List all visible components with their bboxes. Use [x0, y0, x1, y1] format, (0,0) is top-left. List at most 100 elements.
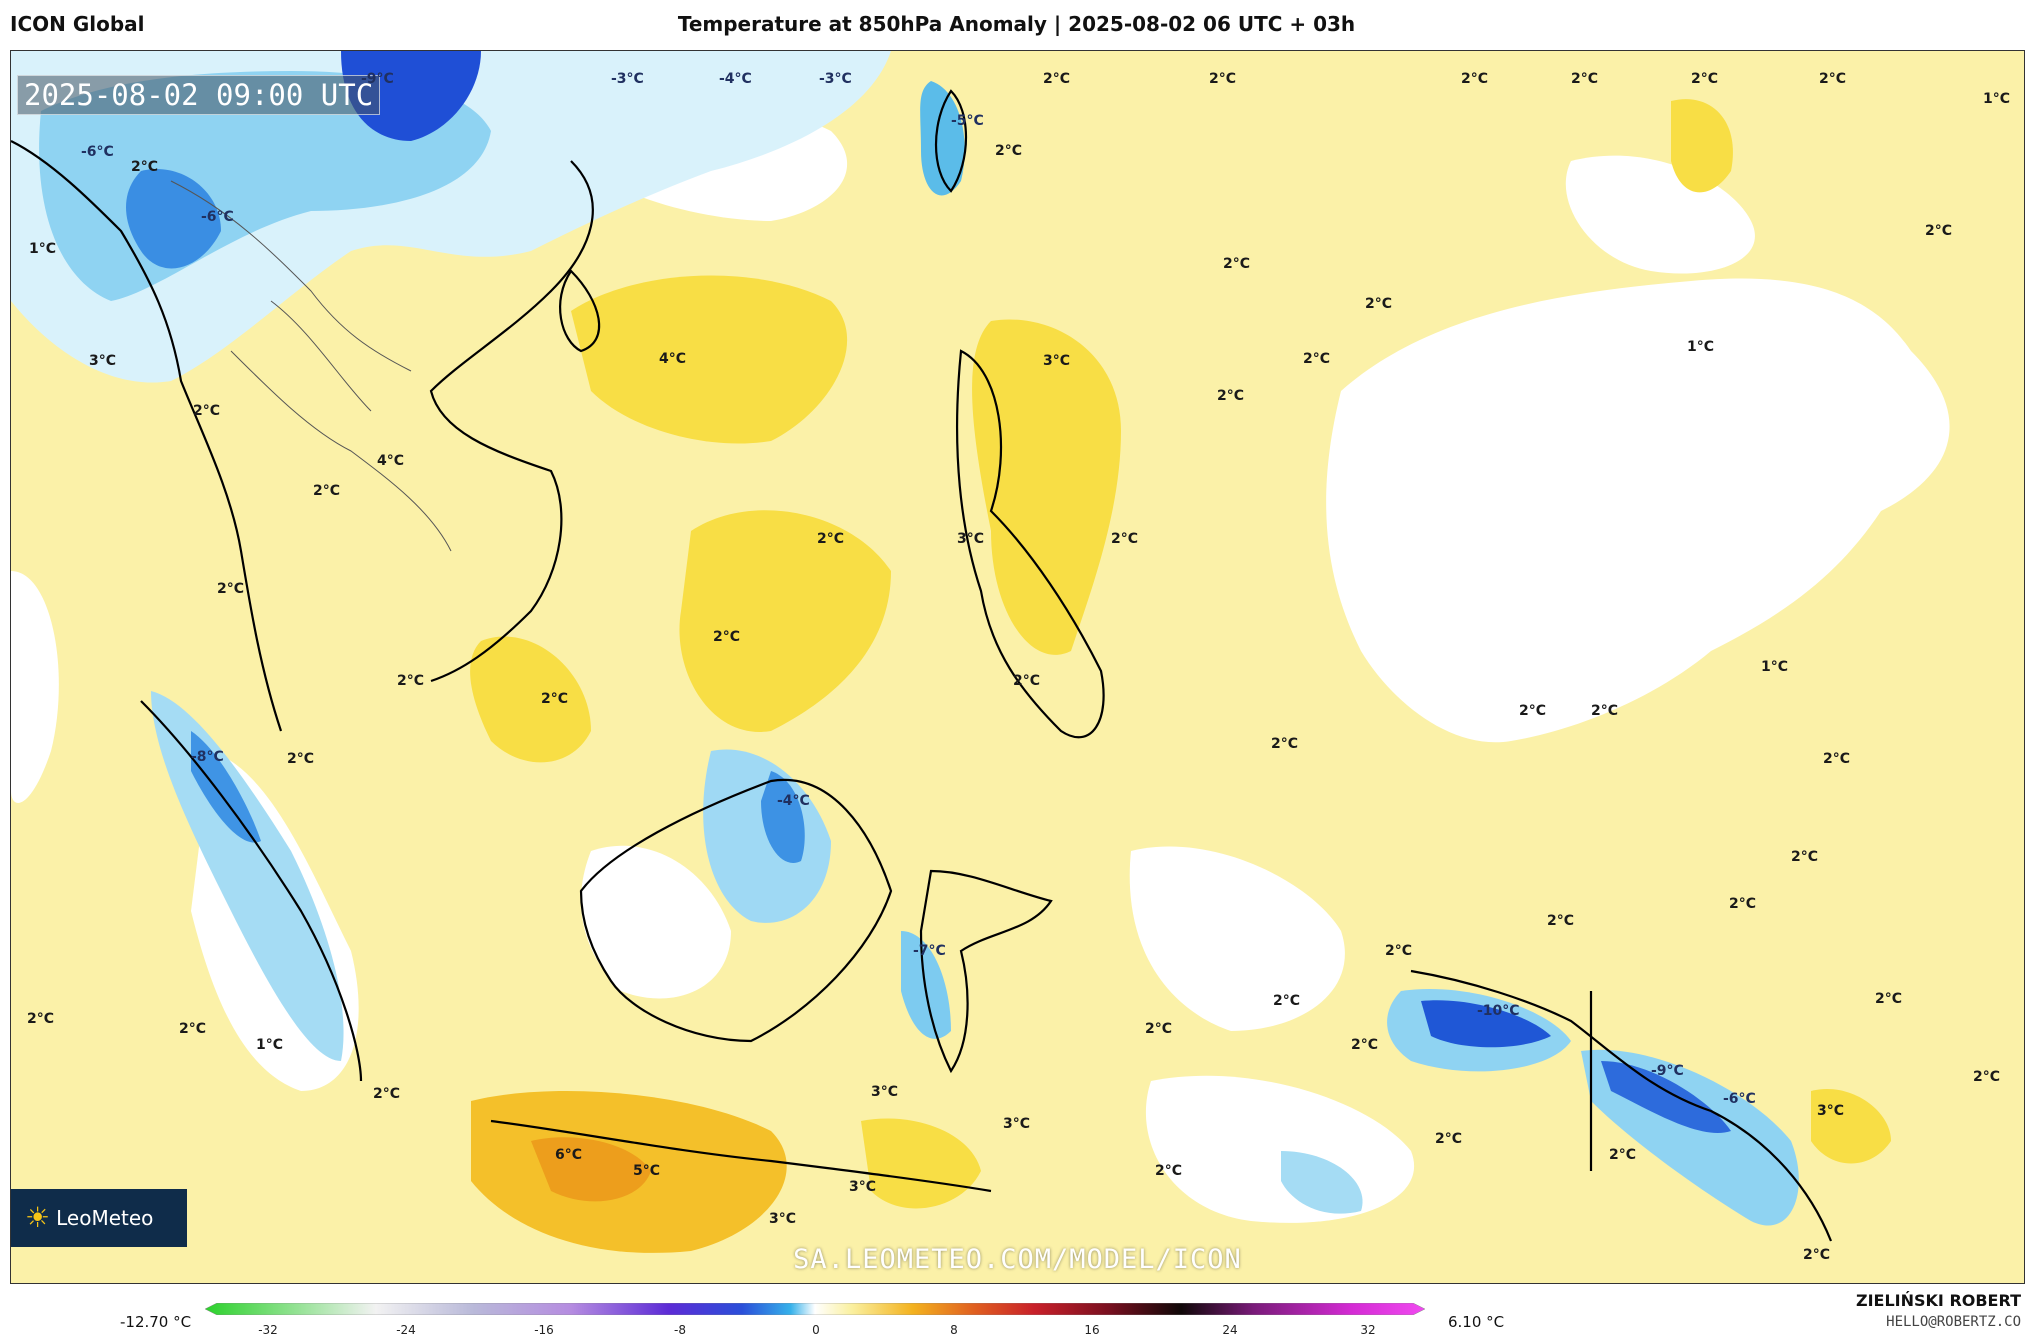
temperature-label: 2°C — [1823, 751, 1851, 767]
source-watermark: SA.LEOMETEO.COM/MODEL/ICON — [793, 1244, 1242, 1275]
colorbar-min-label: -12.70 °C — [120, 1313, 192, 1331]
neutral-zone-west — [11, 571, 59, 803]
temperature-label: -5°C — [951, 113, 984, 129]
temperature-label: 2°C — [1043, 71, 1071, 87]
temperature-label: 2°C — [1217, 388, 1245, 404]
temperature-label: -6°C — [81, 144, 114, 160]
weather-map: 2025-08-02 09:00 UTC -9°C -3°C -4°C -3°C… — [10, 50, 2025, 1284]
colorbar-gradient — [205, 1303, 1425, 1315]
colorbar-tick: -32 — [258, 1323, 278, 1337]
temperature-label: 2°C — [1925, 223, 1953, 239]
warm-zone-philippines — [972, 319, 1121, 655]
temperature-label: 2°C — [1571, 71, 1599, 87]
temperature-label: 2°C — [1111, 531, 1139, 547]
temperature-label: 2°C — [397, 673, 425, 689]
cold-zone-taiwan — [920, 81, 965, 196]
temperature-label: 2°C — [1519, 703, 1547, 719]
model-name: ICON Global — [10, 12, 145, 36]
temperature-label: 4°C — [659, 351, 687, 367]
temperature-label: 3°C — [1043, 353, 1071, 369]
temperature-label: 2°C — [1273, 993, 1301, 1009]
colorbar-tick: -16 — [534, 1323, 554, 1337]
temperature-label: 2°C — [373, 1086, 401, 1102]
temperature-label: 2°C — [1365, 296, 1393, 312]
temperature-label: 2°C — [1803, 1247, 1831, 1263]
temperature-label: 1°C — [1761, 659, 1789, 675]
temperature-label: 1°C — [29, 241, 57, 257]
temperature-label: 2°C — [1819, 71, 1847, 87]
neutral-zone-banda — [1129, 846, 1345, 1031]
colorbar-max-label: 6.10 °C — [1448, 1313, 1505, 1331]
temperature-label: 2°C — [131, 159, 159, 175]
sun-icon: ☀ — [25, 1201, 51, 1234]
temperature-label: -10°C — [1477, 1003, 1520, 1019]
temperature-label: -9°C — [1651, 1063, 1684, 1079]
coastlines — [11, 89, 1833, 1242]
neutral-zone-borneo — [581, 845, 731, 999]
temperature-label: 2°C — [193, 403, 221, 419]
temperature-label: -4°C — [719, 71, 752, 87]
cold-core-myanmar — [126, 169, 221, 269]
map-title: Temperature at 850hPa Anomaly | 2025-08-… — [677, 12, 1356, 36]
colorbar-tick: 24 — [1222, 1323, 1238, 1337]
temperature-label: 2°C — [1145, 1021, 1173, 1037]
leometeo-logo[interactable]: ☀ LeoMeteo — [11, 1189, 187, 1247]
temperature-label: 2°C — [217, 581, 245, 597]
temperature-label: 4°C — [377, 453, 405, 469]
colorbar — [205, 1303, 1425, 1315]
temperature-label: 2°C — [313, 483, 341, 499]
temperature-label: 2°C — [1609, 1147, 1637, 1163]
temperature-label: 2°C — [1209, 71, 1237, 87]
temperature-label: -6°C — [201, 209, 234, 225]
temperature-label: 2°C — [179, 1021, 207, 1037]
cold-core-borneo — [761, 771, 805, 863]
temperature-label: 3°C — [849, 1179, 877, 1195]
temperature-label: 1°C — [256, 1037, 284, 1053]
temperature-label: 2°C — [1385, 943, 1413, 959]
temperature-label: 2°C — [1875, 991, 1903, 1007]
temperature-label: 3°C — [1817, 1103, 1845, 1119]
colorbar-tick: -8 — [674, 1323, 686, 1337]
temperature-label: 2°C — [1591, 703, 1619, 719]
temperature-label: 3°C — [89, 353, 117, 369]
colorbar-tick: 16 — [1084, 1323, 1100, 1337]
cold-zone-timor — [1281, 1151, 1363, 1214]
colorbar-tick: 0 — [812, 1323, 820, 1337]
warm-zone-scs — [571, 275, 848, 444]
temperature-label: 1°C — [1687, 339, 1715, 355]
temperature-label: 2°C — [1973, 1069, 2001, 1085]
temperature-label: 2°C — [1691, 71, 1719, 87]
temperature-label: 2°C — [713, 629, 741, 645]
temperature-label: 2°C — [1155, 1163, 1183, 1179]
temperature-label: -3°C — [819, 71, 852, 87]
temperature-label: -3°C — [611, 71, 644, 87]
map-canvas — [11, 51, 2024, 1283]
temperature-label: -6°C — [1723, 1091, 1756, 1107]
temperature-label: 3°C — [871, 1084, 899, 1100]
temperature-label: 2°C — [1223, 256, 1251, 272]
temperature-label: 3°C — [769, 1211, 797, 1227]
temperature-label: 6°C — [555, 1147, 583, 1163]
cold-core-png — [1601, 1061, 1731, 1133]
temperature-label: 2°C — [27, 1011, 55, 1027]
country-borders — [170, 180, 452, 552]
temperature-label: 2°C — [1271, 736, 1299, 752]
valid-time: 2025-08-02 09:00 UTC — [17, 75, 381, 115]
neutral-zone-pacific — [1326, 278, 1950, 743]
author-email[interactable]: HELLO@ROBERTZ.CO — [1886, 1314, 2021, 1330]
temperature-label: 2°C — [995, 143, 1023, 159]
warm-zone-central — [679, 510, 891, 732]
temperature-label: 2°C — [541, 691, 569, 707]
temperature-label: 2°C — [1303, 351, 1331, 367]
warm-zone-flores — [861, 1118, 981, 1209]
warm-zone-png — [1811, 1089, 1891, 1164]
temperature-label: -8°C — [191, 749, 224, 765]
temperature-label: 2°C — [287, 751, 315, 767]
temperature-label: 2°C — [1435, 1131, 1463, 1147]
colorbar-tick: -24 — [396, 1323, 416, 1337]
temperature-label: 2°C — [1729, 896, 1757, 912]
colorbar-tick: 32 — [1360, 1323, 1376, 1337]
temperature-label: 3°C — [1003, 1116, 1031, 1132]
temperature-label: 2°C — [1461, 71, 1489, 87]
temperature-label: -7°C — [913, 943, 946, 959]
